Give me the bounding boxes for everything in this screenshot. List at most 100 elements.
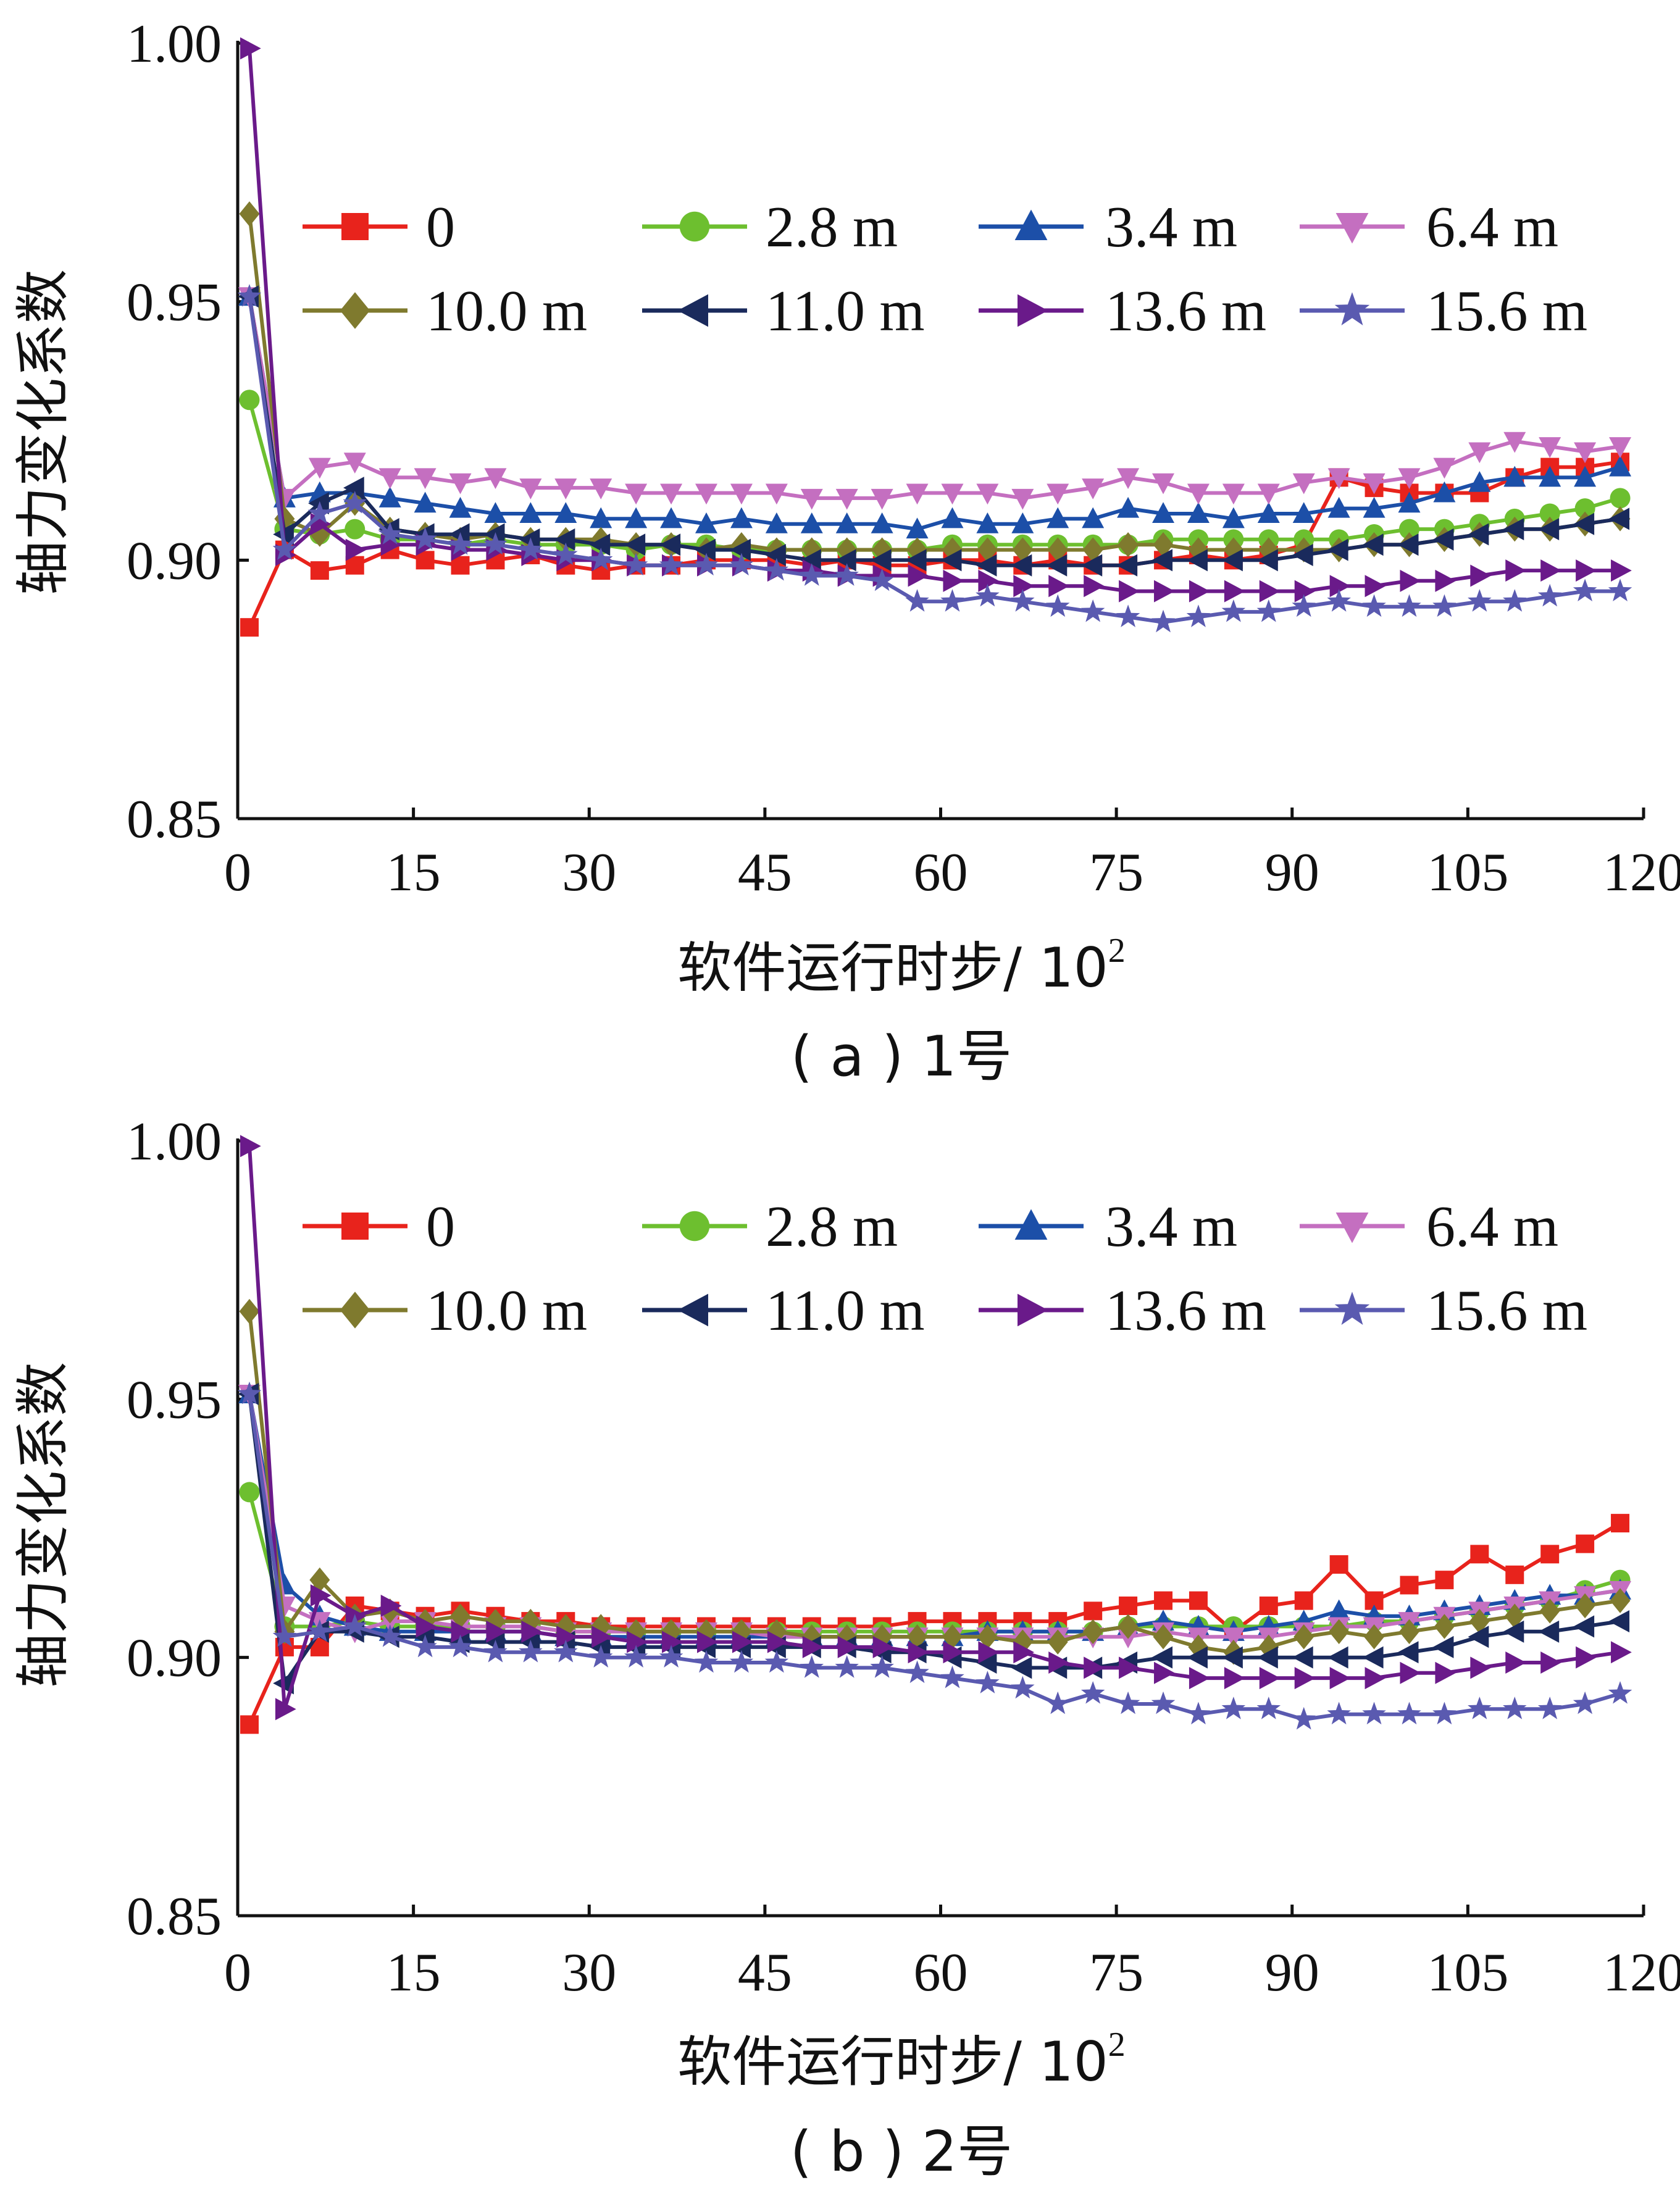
data-point	[1364, 1667, 1386, 1690]
data-point	[1470, 564, 1492, 587]
chart-panel-a: 0 15 30 45 60 75 90 105 120 0.85 0.90 0.95 1.00 轴力变化系…	[11, 14, 1680, 1089]
data-point	[943, 1641, 964, 1664]
data-point	[1118, 1614, 1139, 1639]
data-point	[1224, 580, 1245, 603]
x-tick-label: 60	[914, 1943, 968, 2003]
data-point	[1116, 604, 1140, 627]
data-point	[1432, 528, 1454, 551]
data-point	[1257, 549, 1278, 572]
data-point	[837, 1635, 859, 1658]
x-tick-label: 105	[1427, 1943, 1508, 2003]
data-point	[1187, 502, 1210, 523]
data-point	[1537, 1697, 1562, 1719]
legend-label: 10.0 m	[426, 1279, 587, 1343]
data-point	[1400, 1576, 1419, 1595]
data-point	[1435, 1571, 1454, 1590]
data-point	[1046, 554, 1068, 577]
data-point	[483, 523, 505, 546]
data-point	[1151, 549, 1173, 572]
data-point	[871, 512, 893, 533]
data-point	[484, 468, 507, 490]
x-axis-title-superscript: 2	[1108, 932, 1126, 970]
y-tick-label: 0.95	[127, 1370, 222, 1430]
data-point	[1576, 1646, 1597, 1669]
legend-label: 0	[426, 195, 455, 259]
data-point	[624, 533, 646, 556]
data-point	[625, 507, 648, 528]
data-point	[1259, 1597, 1278, 1615]
data-point	[905, 549, 927, 572]
data-point	[872, 1635, 894, 1658]
data-point	[240, 37, 261, 60]
x-tick-label: 120	[1603, 843, 1680, 903]
data-point	[1082, 537, 1103, 562]
data-point	[1364, 1624, 1385, 1650]
data-point	[1468, 1626, 1489, 1648]
data-point	[1222, 507, 1245, 528]
data-point	[802, 1635, 824, 1658]
data-point	[1082, 1619, 1103, 1645]
data-point	[1469, 1608, 1490, 1634]
series-line	[248, 1393, 1621, 1685]
legend-item: 3.4 m	[979, 195, 1237, 259]
data-point	[1292, 502, 1315, 523]
legend-item: 10.0 m	[303, 1279, 587, 1343]
data-point	[627, 1630, 648, 1653]
data-point	[450, 1603, 471, 1629]
data-point	[1013, 575, 1035, 598]
data-point	[1292, 594, 1316, 617]
data-point	[590, 507, 612, 528]
legend-item: 13.6 m	[979, 1279, 1266, 1343]
data-point	[1294, 1667, 1316, 1690]
data-point	[1432, 1635, 1454, 1658]
data-point	[694, 553, 719, 576]
data-point	[1080, 599, 1105, 622]
data-point	[1503, 518, 1524, 541]
data-point	[1399, 1619, 1419, 1645]
data-point	[1362, 594, 1386, 617]
data-point	[835, 549, 856, 572]
data-point	[1293, 1624, 1314, 1650]
data-point	[835, 512, 858, 533]
data-point	[345, 538, 367, 561]
data-point	[309, 1567, 330, 1593]
data-point	[835, 488, 858, 510]
data-point	[1538, 1620, 1560, 1643]
data-point	[908, 1641, 929, 1664]
y-tick-label: 0.95	[127, 273, 222, 333]
data-point	[765, 483, 788, 505]
data-point	[1432, 1701, 1456, 1725]
data-point	[1397, 594, 1421, 617]
data-point	[800, 563, 824, 586]
series-line	[248, 296, 1621, 532]
x-axis-title-text: 软件运行时步/ 10	[677, 2030, 1108, 2094]
legend-label: 11.0 m	[766, 279, 925, 343]
data-point	[554, 1640, 578, 1663]
data-point	[906, 517, 929, 539]
data-point	[1119, 1597, 1138, 1615]
data-point	[1611, 559, 1632, 582]
data-point	[343, 490, 367, 514]
data-point	[907, 1624, 928, 1650]
legend-label: 11.0 m	[766, 1279, 925, 1343]
data-point	[1362, 1701, 1386, 1725]
y-tick-label: 1.00	[127, 1112, 222, 1172]
data-point	[1012, 537, 1033, 562]
data-point	[1538, 518, 1560, 541]
legend-label: 13.6 m	[1105, 279, 1266, 343]
legend-item: 6.4 m	[1300, 1195, 1558, 1259]
data-point	[1608, 1680, 1632, 1704]
data-point	[1540, 1545, 1560, 1564]
data-point	[976, 512, 999, 533]
data-point	[624, 553, 648, 576]
data-point	[730, 538, 751, 561]
data-point	[240, 1715, 259, 1734]
data-point	[451, 1620, 472, 1643]
data-point	[1045, 1691, 1070, 1714]
data-point	[800, 512, 823, 533]
legend-item: 2.8 m	[642, 195, 898, 259]
data-point	[1470, 1656, 1492, 1679]
legend-item: 0	[303, 195, 455, 259]
data-point	[1327, 468, 1350, 490]
